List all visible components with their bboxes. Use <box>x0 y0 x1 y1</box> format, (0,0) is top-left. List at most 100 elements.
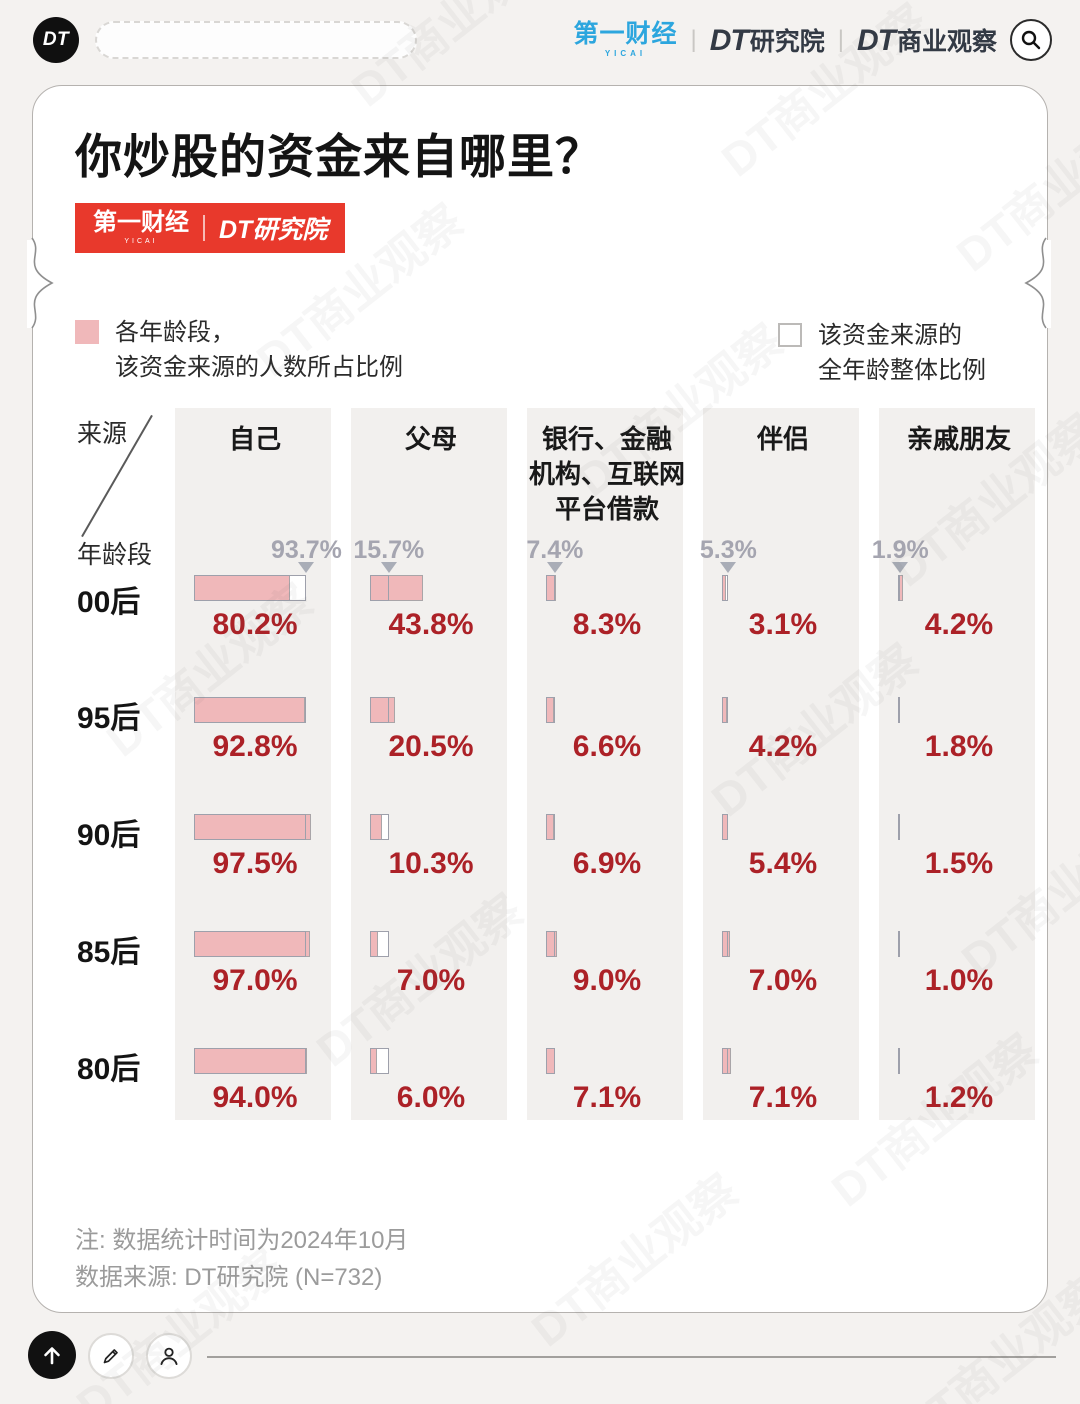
overall-box-outline <box>194 931 307 957</box>
chart-cell: 6.9% <box>529 777 705 894</box>
badge-dt-research-text: DT研究院 <box>219 216 328 244</box>
row-label-cell: 95后 <box>32 660 177 777</box>
badge-separator <box>203 215 205 241</box>
bar <box>194 814 316 840</box>
column-header-label: 亲戚朋友 <box>906 424 1011 454</box>
card-junction-brace-left <box>27 237 54 329</box>
bar <box>722 931 844 957</box>
group-value: 97.0% <box>212 964 298 997</box>
overall-marker-icon <box>298 562 315 573</box>
group-value: 97.5% <box>212 847 298 880</box>
group-value: 7.0% <box>396 964 466 997</box>
chart-cell: 92.8% <box>177 660 353 777</box>
bar-fill <box>370 575 423 601</box>
person-icon <box>160 1347 178 1366</box>
overall-box-outline <box>722 697 729 723</box>
age-axis-label: 年龄段 <box>77 541 153 569</box>
overall-value: 1.9% <box>871 536 929 564</box>
chart-cell: 5.4% <box>705 777 881 894</box>
overall-box-outline <box>194 697 307 723</box>
group-value: 10.3% <box>388 847 474 880</box>
yicai-logo-text: 第一财经 <box>573 20 678 48</box>
chart-cell: 7.0% <box>705 894 881 1011</box>
row-label-cell: 90后 <box>32 777 177 894</box>
overall-box-outline <box>722 1048 729 1074</box>
dt-logo[interactable]: DT <box>33 17 79 63</box>
overall-marker-row <box>720 562 842 575</box>
group-value: 1.2% <box>924 1081 994 1114</box>
chart-cell: 97.5% <box>177 777 353 894</box>
legend-group-text: 各年龄段， 该资金来源的人数所占比例 <box>115 319 403 381</box>
overall-box-outline <box>194 814 307 840</box>
search-button[interactable] <box>1010 19 1052 61</box>
overall-box-outline <box>194 575 307 601</box>
overall-box-outline <box>370 814 389 840</box>
bar <box>898 1048 1020 1074</box>
legend-group-swatch-icon <box>75 320 99 344</box>
overall-label-row: 7.4% <box>526 536 666 564</box>
bar <box>722 575 844 601</box>
column-header-2: 父母 <box>353 408 529 536</box>
badge-yicai-subtext: YICAI <box>124 238 158 245</box>
overall-box-outline <box>370 1048 389 1074</box>
column-header-label: 银行、金融 机构、互联网 平台借款 <box>529 424 686 524</box>
chart-cell: 7.0% <box>353 894 529 1011</box>
chart-cell: 6.6% <box>529 660 705 777</box>
bar <box>898 697 1020 723</box>
column-header-label: 自己 <box>228 424 281 454</box>
chart-cell: 7.1% <box>529 1011 705 1128</box>
comment-button[interactable] <box>88 1333 134 1379</box>
overall-box-outline <box>546 697 555 723</box>
overall-marker-row <box>892 562 1018 575</box>
chart-cell: 93.7% 80.2% <box>177 536 353 660</box>
chart-corner: 来源 <box>32 408 177 538</box>
yicai-logo: 第一财经 YICAI <box>573 22 677 58</box>
badge-yicai-text: 第一财经 <box>93 209 189 236</box>
chart-cell: 5.3% 3.1% <box>700 536 881 660</box>
dt-research-logo: DT 研究院 <box>710 22 825 58</box>
bar <box>546 814 668 840</box>
group-value: 1.8% <box>924 730 994 763</box>
legend-group: 各年龄段， 该资金来源的人数所占比例 <box>75 315 403 385</box>
overall-box-outline <box>546 814 555 840</box>
column-band <box>879 408 1035 1120</box>
overall-box-outline <box>898 575 901 601</box>
overall-box-outline <box>370 697 389 723</box>
group-value: 20.5% <box>388 730 474 763</box>
back-to-top-button[interactable] <box>28 1331 76 1379</box>
search-input[interactable] <box>95 21 417 59</box>
chart: 来源 自己 父母 银行、金融 机构、互联网 平台借款 伴侣 亲戚朋友 年龄段 00后 93.… <box>32 408 1048 1130</box>
overall-label-row: 15.7% <box>353 536 490 564</box>
bar <box>194 1048 316 1074</box>
chart-cell: 97.0% <box>177 894 353 1011</box>
dt-research-logo-text: 研究院 <box>749 28 825 56</box>
row-label: 00后 <box>77 586 141 619</box>
overall-box-outline <box>370 575 389 601</box>
bar <box>370 814 492 840</box>
group-value: 6.0% <box>396 1081 466 1114</box>
chart-cell: 7.4% 8.3% <box>526 536 705 660</box>
chart-cell: 1.0% <box>881 894 1037 1011</box>
profile-button[interactable] <box>146 1333 192 1379</box>
footnotes: 注: 数据统计时间为2024年10月 数据来源: DT研究院 (N=732) <box>75 1222 408 1296</box>
bar <box>546 697 668 723</box>
up-arrow-icon <box>44 1347 60 1365</box>
group-value: 4.2% <box>748 730 818 763</box>
row-label-cell: 85后 <box>32 894 177 1011</box>
overall-value: 5.3% <box>699 536 757 564</box>
group-value: 6.9% <box>572 847 642 880</box>
overall-label-row: 93.7% <box>194 536 342 564</box>
bar <box>546 931 668 957</box>
chart-cell: 9.0% <box>529 894 705 1011</box>
bottom-divider <box>207 1356 1056 1358</box>
group-value: 43.8% <box>388 608 474 641</box>
row-label-cell: 年龄段 00后 <box>32 536 177 660</box>
overall-box-outline <box>722 814 729 840</box>
chart-cell: 7.1% <box>705 1011 881 1128</box>
chart-cell: 1.8% <box>881 660 1037 777</box>
column-header-1: 自己 <box>177 408 353 536</box>
card-junction-brace-right <box>1024 237 1051 329</box>
brand-logos: 第一财经 YICAI | DT 研究院 | DT 商业观察 <box>573 0 1052 80</box>
overall-box-outline <box>546 931 555 957</box>
overall-marker-row <box>546 562 666 575</box>
